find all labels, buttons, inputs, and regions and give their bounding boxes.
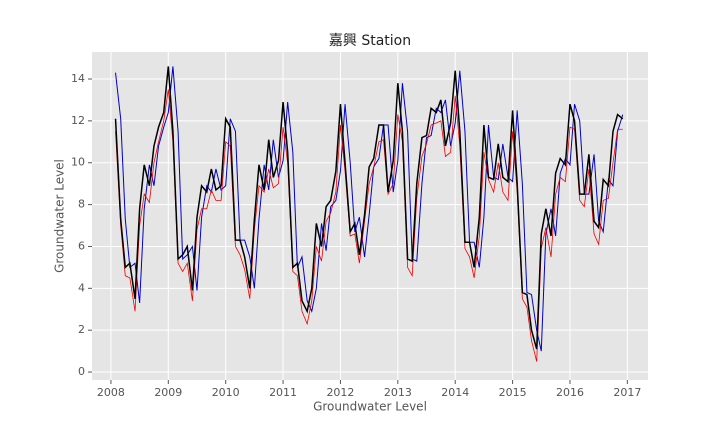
x-tick-label: 2017 [613,386,641,399]
lines [114,66,624,362]
y-tick-label: 14 [71,72,85,85]
x-tick-label: 2010 [212,386,240,399]
x-tick-label: 2008 [97,386,125,399]
x-tick-label: 2015 [499,386,527,399]
line-series [115,66,624,352]
line-series [114,66,624,350]
plot-area [92,52,648,380]
grid [92,52,648,380]
y-tick-label: 12 [71,114,85,127]
y-tick-label: 4 [78,281,85,294]
x-tick-label: 2012 [326,386,354,399]
y-tick-label: 10 [71,156,85,169]
x-tick-label: 2016 [556,386,584,399]
x-axis-label: Groundwater Level [313,400,427,414]
x-tick-label: 2013 [384,386,412,399]
y-tick-label: 6 [78,239,85,252]
y-tick-label: 0 [78,365,85,378]
y-tick-label: 2 [78,323,85,336]
chart-title: 嘉興 Station [329,33,411,49]
y-axis-label: Groundwater Level [53,159,67,273]
x-tick-label: 2009 [154,386,182,399]
x-tick-label: 2014 [441,386,469,399]
x-tick-label: 2011 [269,386,297,399]
y-tick-label: 8 [78,198,85,211]
